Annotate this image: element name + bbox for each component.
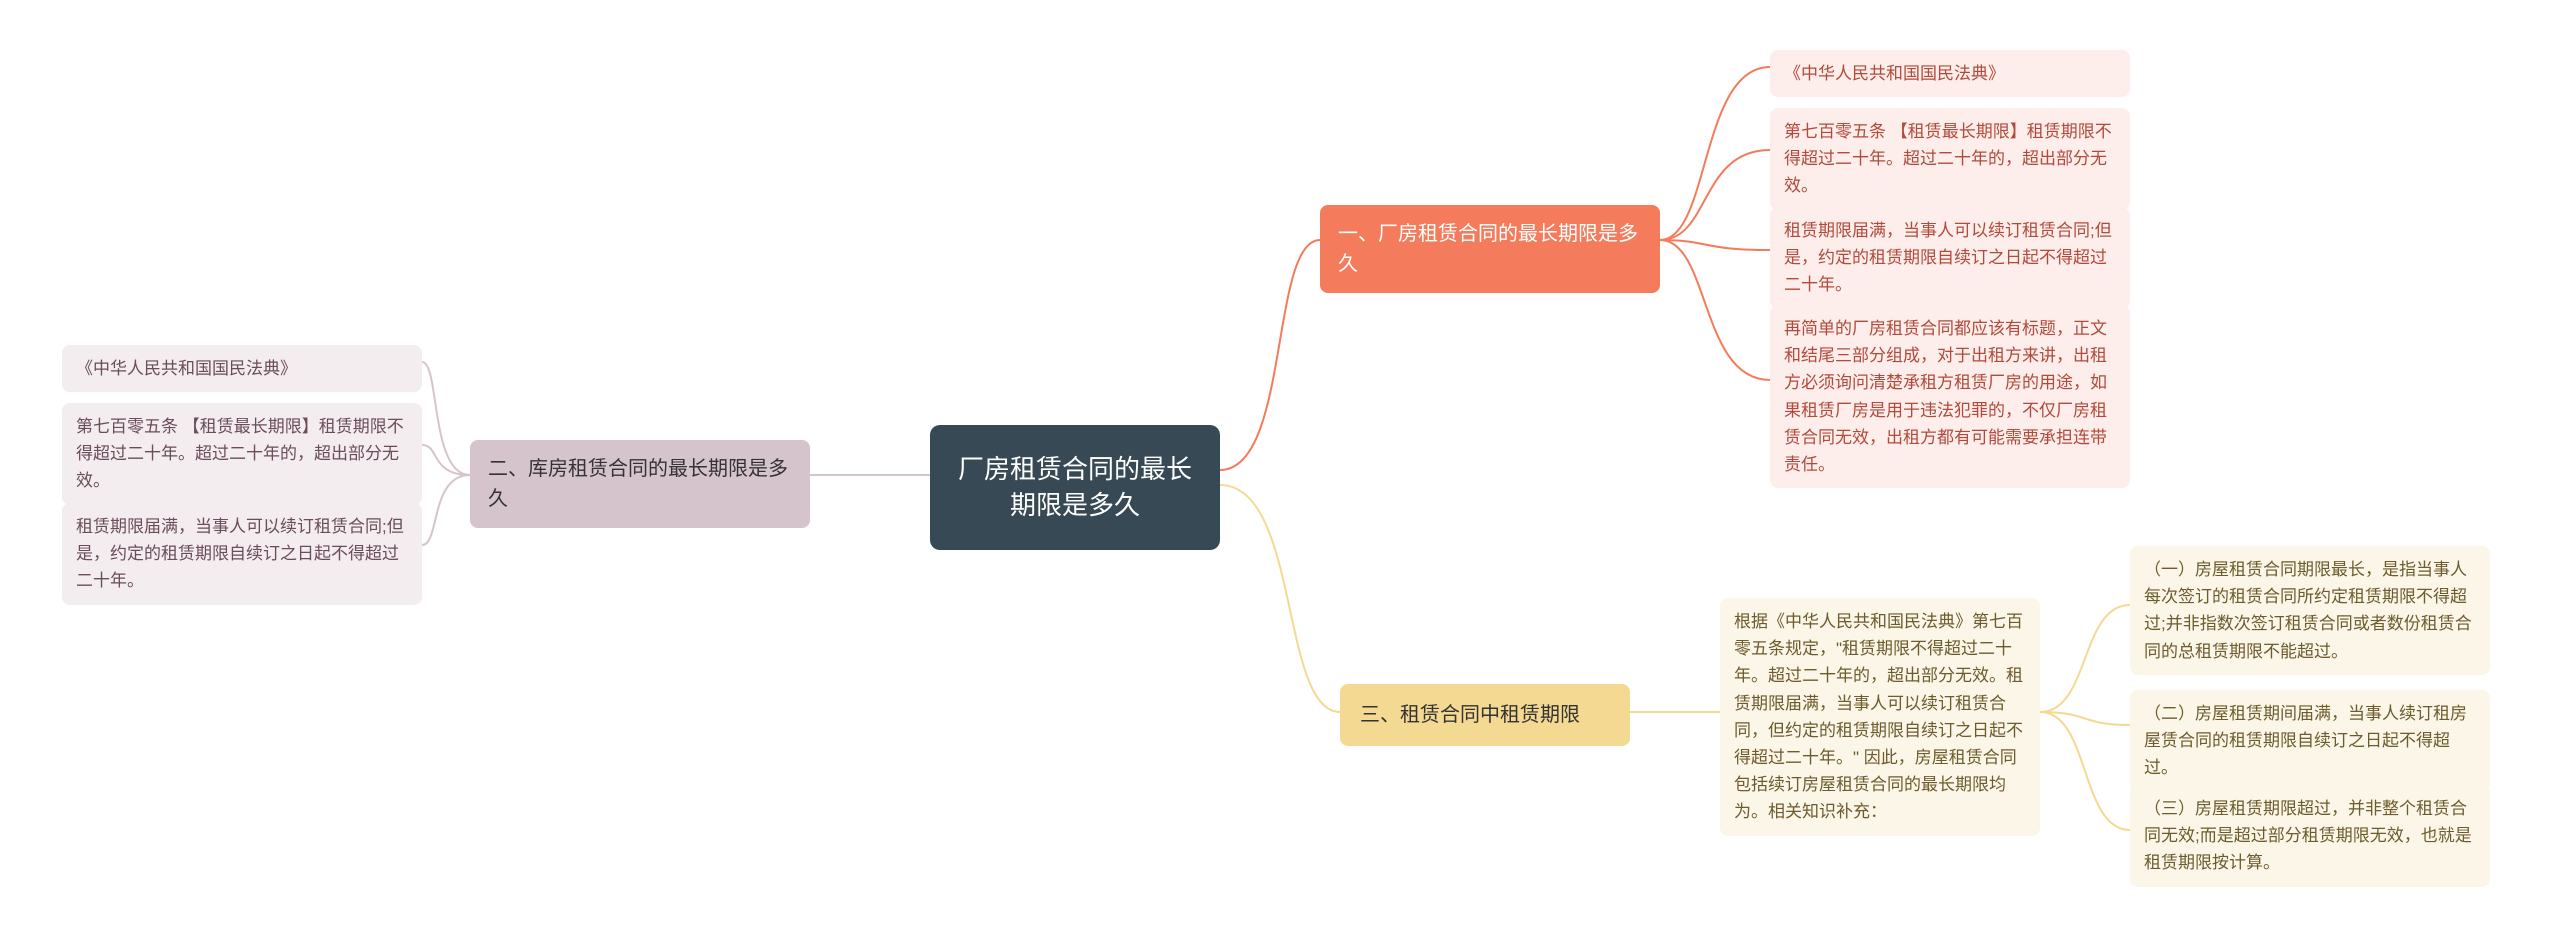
leaf-b-2-text: 租赁期限届满，当事人可以续订租赁合同;但是，约定的租赁期限自续订之日起不得超过二…	[76, 517, 404, 590]
leaf-c-mid: 根据《中华人民共和国民法典》第七百零五条规定，"租赁期限不得超过二十年。超过二十…	[1720, 598, 2040, 836]
branch-c-label: 三、租赁合同中租赁期限	[1360, 704, 1580, 726]
leaf-a-0-text: 《中华人民共和国国民法典》	[1784, 64, 2005, 83]
branch-a-label: 一、厂房租赁合同的最长期限是多久	[1338, 223, 1638, 275]
leaf-a-1-text: 第七百零五条 【租赁最长期限】租赁期限不得超过二十年。超过二十年的，超出部分无效…	[1784, 122, 2112, 195]
leaf-c-1: （二）房屋租赁期间届满，当事人续订租房屋赁合同的租赁期限自续订之日起不得超过。	[2130, 690, 2490, 792]
leaf-a-1: 第七百零五条 【租赁最长期限】租赁期限不得超过二十年。超过二十年的，超出部分无效…	[1770, 108, 2130, 210]
leaf-c-mid-text: 根据《中华人民共和国民法典》第七百零五条规定，"租赁期限不得超过二十年。超过二十…	[1734, 612, 2023, 821]
leaf-b-0: 《中华人民共和国国民法典》	[62, 345, 422, 392]
leaf-a-3: 再简单的厂房租赁合同都应该有标题，正文和结尾三部分组成，对于出租方来讲，出租方必…	[1770, 305, 2130, 488]
leaf-b-2: 租赁期限届满，当事人可以续订租赁合同;但是，约定的租赁期限自续订之日起不得超过二…	[62, 503, 422, 605]
root-node: 厂房租赁合同的最长期限是多久	[930, 425, 1220, 550]
leaf-c-0: （一）房屋租赁合同期限最长，是指当事人每次签订的租赁合同所约定租赁期限不得超过;…	[2130, 546, 2490, 675]
root-label: 厂房租赁合同的最长期限是多久	[958, 454, 1192, 520]
leaf-a-3-text: 再简单的厂房租赁合同都应该有标题，正文和结尾三部分组成，对于出租方来讲，出租方必…	[1784, 319, 2107, 474]
branch-c: 三、租赁合同中租赁期限	[1340, 684, 1630, 746]
leaf-b-0-text: 《中华人民共和国国民法典》	[76, 359, 297, 378]
branch-b-label: 二、库房租赁合同的最长期限是多久	[488, 458, 788, 510]
leaf-b-1: 第七百零五条 【租赁最长期限】租赁期限不得超过二十年。超过二十年的，超出部分无效…	[62, 403, 422, 505]
branch-a: 一、厂房租赁合同的最长期限是多久	[1320, 205, 1660, 293]
leaf-c-2: （三）房屋租赁期限超过，并非整个租赁合同无效;而是超过部分租赁期限无效，也就是租…	[2130, 785, 2490, 887]
leaf-a-2: 租赁期限届满，当事人可以续订租赁合同;但是，约定的租赁期限自续订之日起不得超过二…	[1770, 207, 2130, 309]
leaf-a-0: 《中华人民共和国国民法典》	[1770, 50, 2130, 97]
leaf-b-1-text: 第七百零五条 【租赁最长期限】租赁期限不得超过二十年。超过二十年的，超出部分无效…	[76, 417, 404, 490]
leaf-c-0-text: （一）房屋租赁合同期限最长，是指当事人每次签订的租赁合同所约定租赁期限不得超过;…	[2144, 560, 2472, 661]
leaf-a-2-text: 租赁期限届满，当事人可以续订租赁合同;但是，约定的租赁期限自续订之日起不得超过二…	[1784, 221, 2112, 294]
leaf-c-2-text: （三）房屋租赁期限超过，并非整个租赁合同无效;而是超过部分租赁期限无效，也就是租…	[2144, 799, 2472, 872]
branch-b: 二、库房租赁合同的最长期限是多久	[470, 440, 810, 528]
leaf-c-1-text: （二）房屋租赁期间届满，当事人续订租房屋赁合同的租赁期限自续订之日起不得超过。	[2144, 704, 2467, 777]
